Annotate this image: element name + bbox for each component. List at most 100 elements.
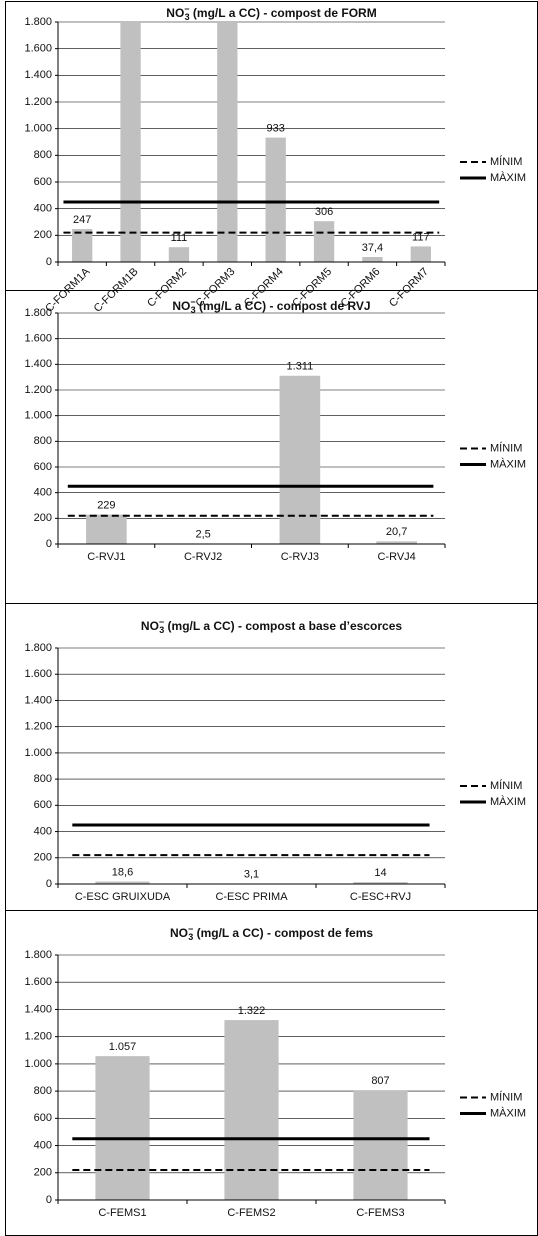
y-tick-label: 400 [34, 825, 52, 837]
bar [72, 229, 93, 262]
value-label: 3,1 [244, 868, 259, 880]
value-label: 1.311 [287, 361, 314, 373]
y-tick-label: 400 [34, 203, 52, 215]
y-tick-label: 0 [46, 1194, 52, 1206]
y-tick-label: 0 [46, 256, 52, 268]
legend-label: MÍNIM [490, 779, 522, 792]
chart-title: NO− 3 (mg/L a CC) - compost de fems [170, 924, 373, 942]
bar [410, 246, 431, 262]
y-tick-label: 1.800 [24, 16, 52, 28]
bar [353, 882, 408, 884]
chart-title: NO− 3 (mg/L a CC) - compost de FORM [166, 4, 376, 22]
bar [265, 137, 286, 262]
bar [95, 881, 150, 884]
title-sup: − [190, 297, 195, 307]
value-label: 18,6 [112, 866, 133, 878]
legend-label: MÍNIM [490, 441, 522, 454]
bar [168, 247, 190, 262]
x-tick-label: C-FEMS2 [227, 1207, 275, 1219]
bar [95, 1056, 150, 1200]
legend-label: MÀXIM [490, 1106, 526, 1119]
y-tick-label: 1.200 [24, 721, 52, 733]
bar [353, 1090, 408, 1200]
y-tick-label: 0 [46, 538, 52, 550]
title-sub: 3 [191, 305, 196, 315]
value-label: 229 [97, 500, 115, 512]
value-label: 111 [171, 232, 188, 244]
bar [217, 22, 238, 262]
y-tick-label: 800 [34, 1085, 52, 1097]
y-tick-label: 200 [34, 512, 52, 524]
x-tick-label: C-RVJ2 [184, 551, 222, 563]
title-chem: NO [170, 926, 188, 940]
value-label: 20,7 [386, 526, 407, 538]
x-tick-label: C-FEMS1 [98, 1207, 146, 1219]
y-tick-label: 800 [34, 149, 52, 161]
y-tick-label: 400 [34, 487, 52, 499]
title-text: (mg/L a CC) - compost de FORM [190, 6, 377, 20]
value-label: 1.057 [109, 1041, 137, 1053]
bar [313, 221, 335, 262]
value-label: 117 [412, 231, 430, 243]
y-tick-label: 1.000 [24, 410, 52, 422]
value-label: 2,5 [195, 529, 210, 541]
y-tick-label: 1.400 [24, 358, 52, 370]
panel-border [5, 603, 538, 911]
title-sub: 3 [159, 625, 164, 635]
chart-panel: NO− 3 (mg/L a CC) - compost de RVJ 0 200 400… [5, 290, 538, 604]
y-tick-label: 600 [34, 799, 52, 811]
chart-title: NO− 3 (mg/L a CC) - compost a base d’esco… [141, 617, 402, 635]
bar [86, 514, 127, 544]
y-tick-label: 400 [34, 1139, 52, 1151]
title-sup: − [184, 4, 189, 14]
y-tick-label: 1.400 [24, 694, 52, 706]
y-tick-label: 600 [34, 1112, 52, 1124]
chart-panel: NO− 3 (mg/L a CC) - compost a base d’esco… [5, 603, 538, 911]
chart-panel: NO− 3 (mg/L a CC) - compost de FORM020040… [5, 1, 538, 315]
x-tick-label: C-FORM7 [387, 266, 431, 310]
y-tick-label: 1.000 [24, 1058, 52, 1070]
y-tick-label: 1.800 [24, 307, 52, 319]
title-sub: 3 [188, 932, 193, 942]
y-tick-label: 1.400 [24, 69, 52, 81]
value-label: 247 [73, 214, 91, 226]
title-sup: − [159, 617, 164, 627]
legend-label: MÍNIM [490, 155, 522, 168]
value-label: 807 [371, 1075, 389, 1087]
title-sup: − [188, 924, 193, 934]
y-tick-label: 1.400 [24, 1003, 52, 1015]
y-tick-label: 1.600 [24, 668, 52, 680]
x-tick-label: C-RVJ4 [377, 551, 415, 563]
y-tick-label: 600 [34, 176, 52, 188]
bar [362, 257, 383, 262]
y-tick-label: 200 [34, 1167, 52, 1179]
panel-border [5, 290, 538, 604]
x-tick-label: C-RVJ1 [87, 551, 125, 563]
bar [120, 22, 141, 262]
title-chem: NO [172, 299, 190, 313]
chart-panel: NO− 3 (mg/L a CC) - compost de fems 0 200 40… [5, 910, 538, 1236]
y-tick-label: 200 [34, 852, 52, 864]
y-tick-label: 0 [46, 878, 52, 890]
value-label: 306 [315, 206, 333, 218]
y-tick-label: 600 [34, 461, 52, 473]
y-tick-label: 1.800 [24, 642, 52, 654]
y-tick-label: 1.000 [24, 747, 52, 759]
bar [376, 541, 417, 544]
chart-title: NO− 3 (mg/L a CC) - compost de RVJ [172, 297, 370, 315]
x-tick-label: C-FEMS3 [356, 1207, 404, 1219]
legend-label: MÀXIM [490, 795, 526, 808]
y-tick-label: 1.200 [24, 1031, 52, 1043]
bar [279, 375, 321, 544]
value-label: 14 [374, 867, 386, 879]
y-tick-label: 800 [34, 773, 52, 785]
y-tick-label: 1.200 [24, 384, 52, 396]
legend-label: MÍNIM [490, 1090, 522, 1103]
y-tick-label: 1.800 [24, 949, 52, 961]
title-sub: 3 [185, 12, 190, 22]
title-text: (mg/L a CC) - compost a base d’escorces [164, 619, 402, 633]
y-tick-label: 200 [34, 229, 52, 241]
value-label: 1.322 [238, 1005, 266, 1017]
y-tick-label: 1.600 [24, 43, 52, 55]
